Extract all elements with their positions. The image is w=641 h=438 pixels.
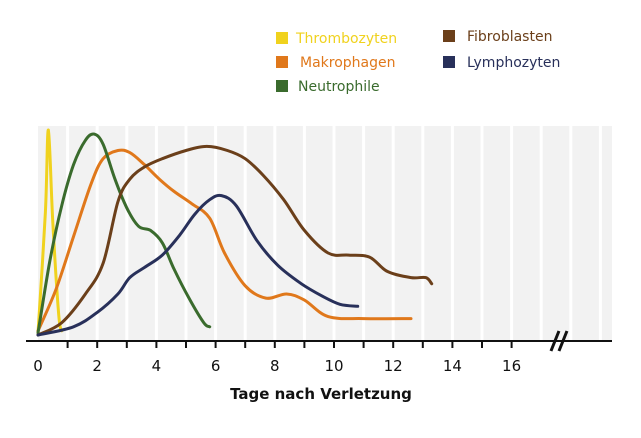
legend-swatch-lymphozyten [443, 56, 455, 68]
x-tick-label: 10 [324, 357, 343, 375]
x-axis-title: Tage nach Verletzung [230, 385, 412, 403]
axis-break-mark [557, 330, 569, 352]
legend-label-lymphozyten: Lymphozyten [467, 55, 560, 71]
legend: Thrombozyten Makrophagen Neutrophile Fibrob… [276, 29, 560, 95]
legend-swatch-neutrophile [276, 80, 288, 92]
grid-lines [66, 126, 602, 340]
axis-break-mark [549, 330, 561, 352]
legend-swatch-thrombozyten [276, 32, 288, 44]
legend-label-makrophagen: Makrophagen [300, 55, 396, 71]
axes: 0 2 4 6 8 10 12 14 16 [26, 330, 612, 375]
series-line-lymphozyten [36, 193, 360, 337]
legend-label-thrombozyten: Thrombozyten [295, 31, 397, 47]
x-tick-label: 14 [443, 357, 462, 375]
legend-label-neutrophile: Neutrophile [298, 79, 380, 95]
legend-swatch-makrophagen [276, 56, 288, 68]
legend-swatch-fibroblasten [443, 30, 455, 42]
x-tick-label: 0 [33, 357, 43, 375]
x-tick-label: 6 [211, 357, 221, 375]
x-tick-label: 4 [152, 357, 162, 375]
series-lines [36, 128, 434, 337]
x-tick-label: 16 [502, 357, 521, 375]
x-tick-label: 2 [92, 357, 102, 375]
series-line-fibroblasten [36, 144, 434, 337]
plot-background [38, 126, 612, 341]
series-line-thrombozyten [36, 128, 64, 335]
x-tick-label: 8 [270, 357, 280, 375]
legend-label-fibroblasten: Fibroblasten [467, 29, 552, 45]
series-line-makrophagen [36, 148, 413, 333]
x-tick-label: 12 [384, 357, 403, 375]
